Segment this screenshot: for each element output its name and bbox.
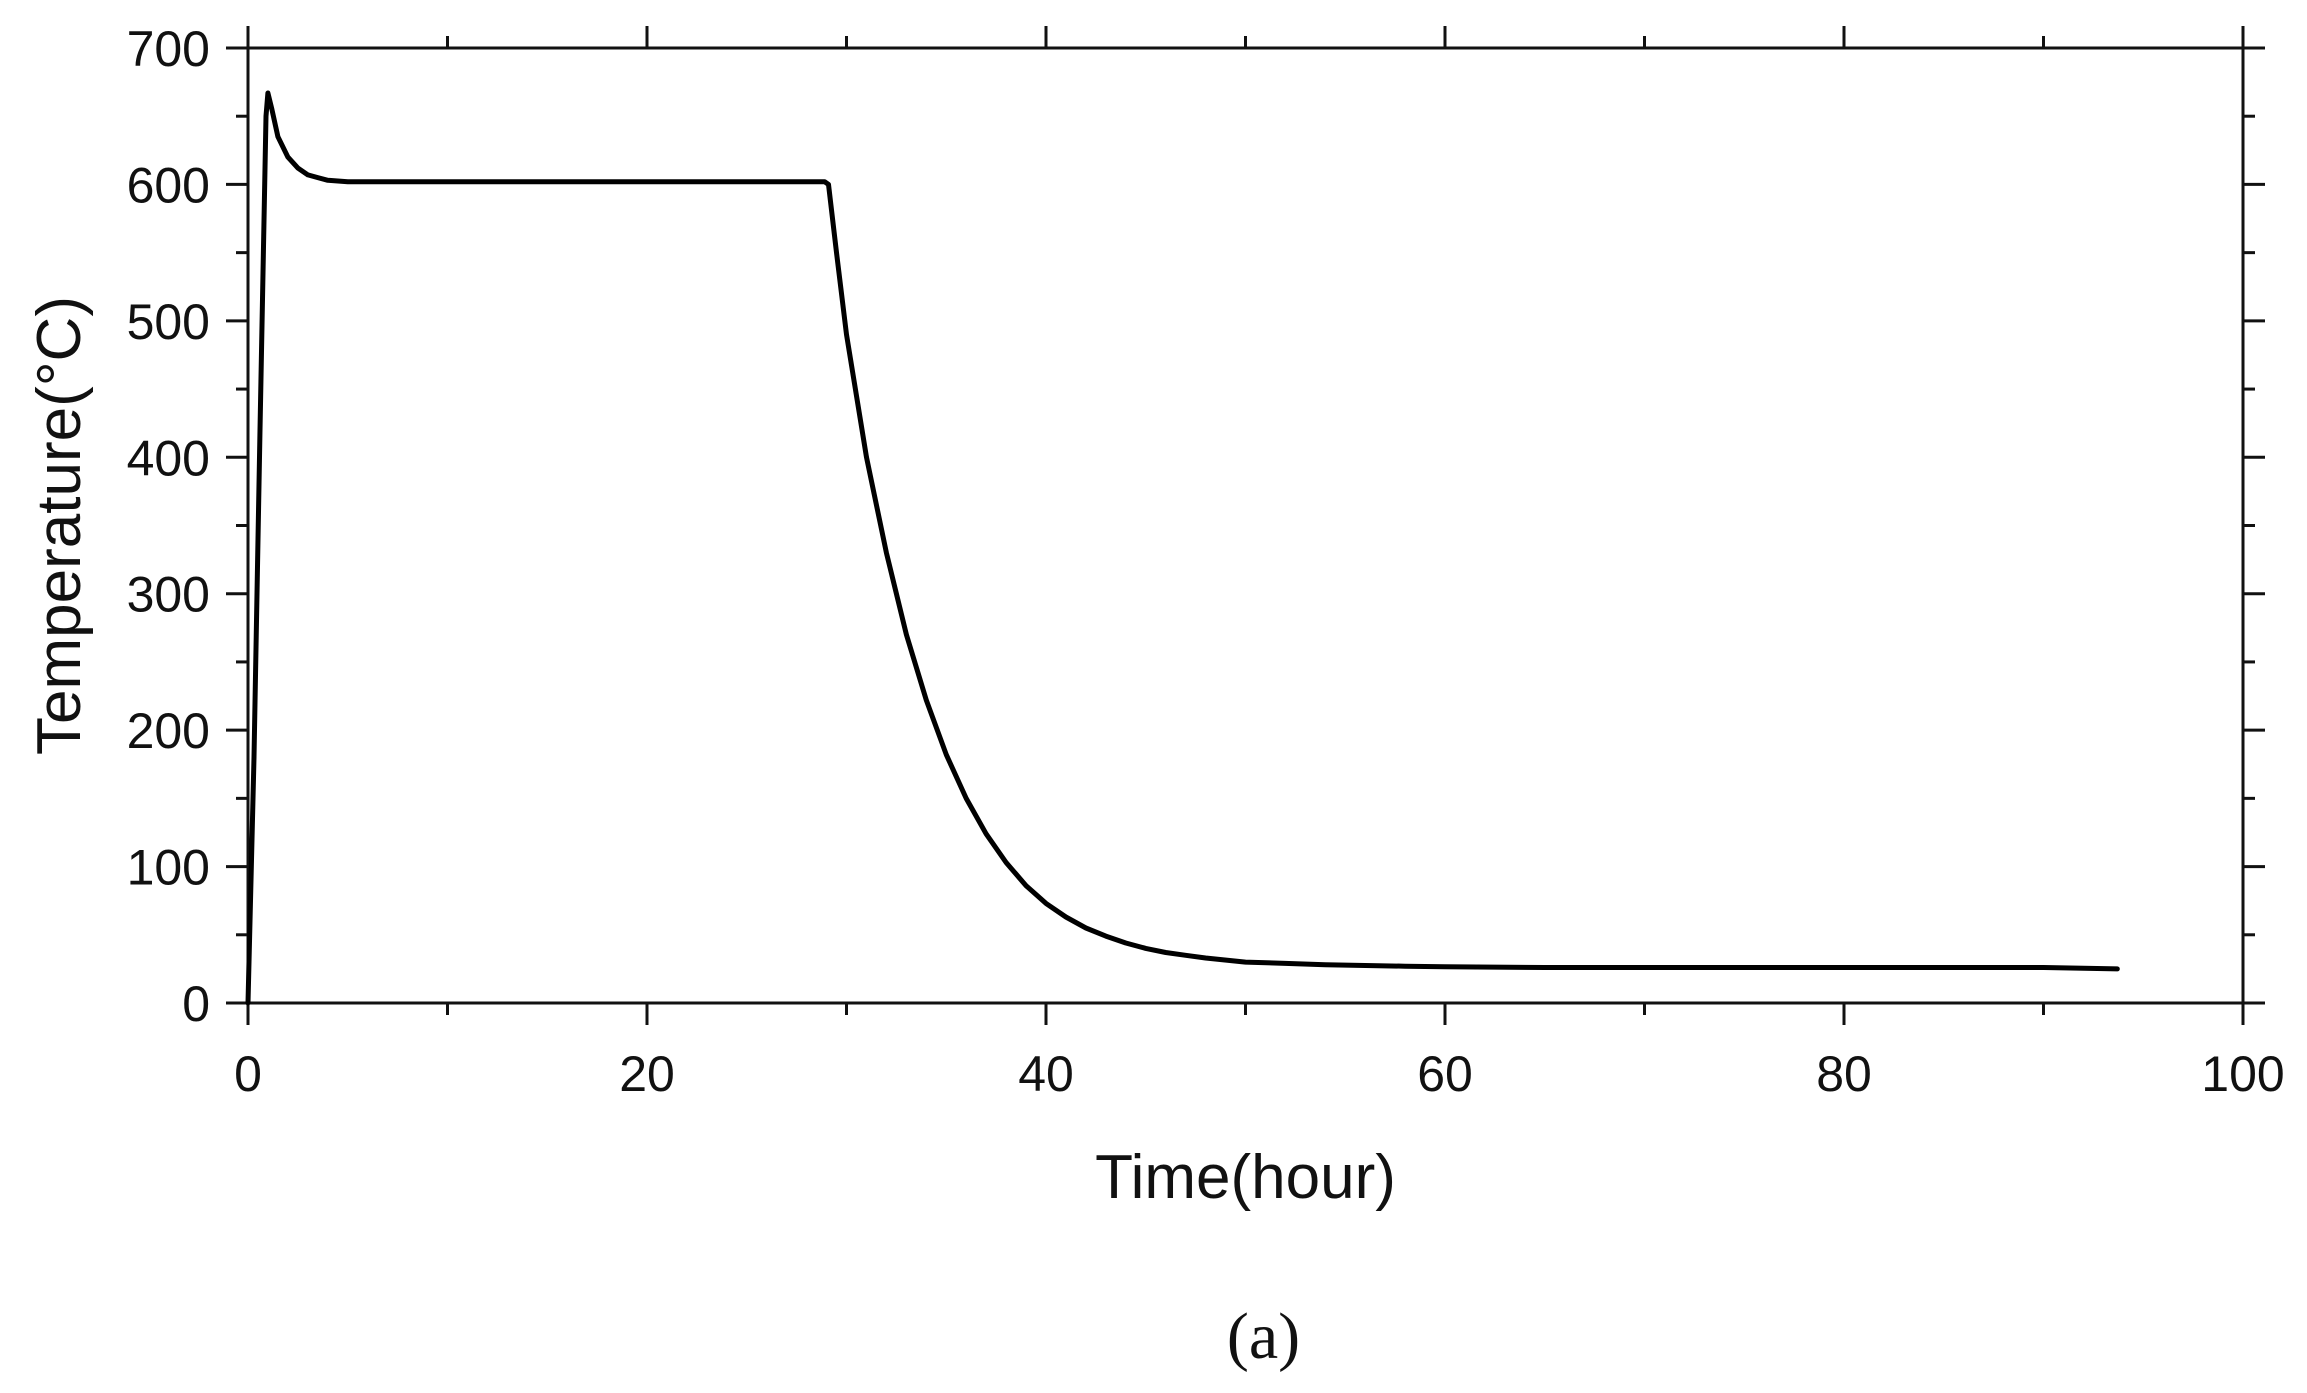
y-tick-label: 500 — [127, 294, 210, 350]
y-tick-label: 600 — [127, 157, 210, 213]
y-tick-label: 400 — [127, 430, 210, 486]
x-tick-label: 100 — [2201, 1046, 2284, 1102]
y-tick-label: 200 — [127, 703, 210, 759]
labels: Time(hour) Temperature(°C) (a) — [25, 296, 1396, 1373]
panel-label: (a) — [1227, 1300, 1300, 1373]
y-tick-label: 100 — [127, 840, 210, 896]
x-tick-label: 0 — [234, 1046, 262, 1102]
axes: 0 20 40 60 80 100 0 100 200 300 400 500 600 700 — [127, 21, 2285, 1102]
series-layer — [245, 90, 2120, 1006]
y-tick-label: 700 — [127, 21, 210, 77]
x-tick-label: 20 — [619, 1046, 675, 1102]
y-tick-label: 0 — [182, 976, 210, 1032]
x-tick-label: 80 — [1816, 1046, 1872, 1102]
y-axis-title: Temperature(°C) — [25, 296, 94, 755]
plot-frame — [246, 46, 2245, 1005]
x-axis-title: Time(hour) — [1095, 1143, 1396, 1212]
x-tick-label: 40 — [1018, 1046, 1074, 1102]
y-tick-label: 300 — [127, 567, 210, 623]
x-tick-label: 60 — [1417, 1046, 1473, 1102]
series-line-0 — [245, 90, 2120, 1006]
